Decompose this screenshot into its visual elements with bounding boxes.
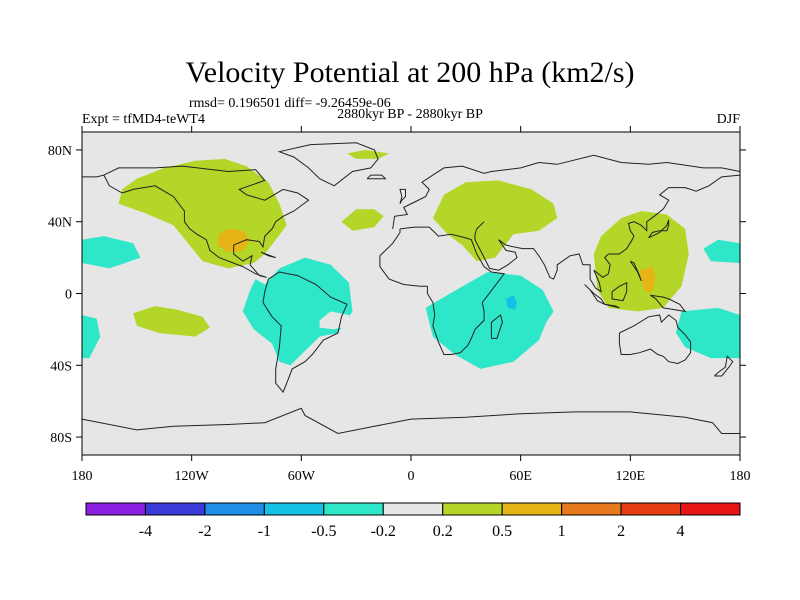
colorbar-box: [144, 502, 206, 516]
region-south-america-negative: [242, 257, 353, 366]
y-tick-label: 80N: [48, 144, 72, 159]
coastline-segment: [260, 251, 276, 259]
region-north-america-strong: [217, 228, 251, 253]
colorbar-label: 4: [677, 523, 685, 540]
x-tick-label: 60W: [288, 469, 316, 484]
y-axis: 80N 40N 0 40S 80S: [48, 144, 746, 446]
x-axis: 180 120W 60W 0 60E 120E 180: [72, 126, 751, 484]
colorbar-box: [263, 502, 325, 516]
x-tick-label: 0: [408, 469, 415, 484]
colorbar-label: 0.5: [492, 523, 512, 540]
coastline-segment: [629, 260, 642, 282]
colorbar-box: [204, 502, 265, 516]
coastlines: [81, 142, 741, 435]
season-label: DJF: [717, 112, 741, 127]
colorbar-box: [561, 502, 622, 516]
colorbar-box: [85, 502, 146, 516]
coastline-segment: [82, 174, 105, 178]
colorbar-box: [620, 502, 682, 516]
coastline-segment: [604, 303, 620, 309]
region-east-pacific-negative: [82, 236, 141, 269]
region-arctic-positive: [347, 149, 390, 159]
colorbar-label: -4: [139, 523, 152, 540]
colorbar-label: 0.2: [433, 523, 453, 540]
coastline-segment: [650, 294, 687, 313]
colorbar-label: -1: [258, 523, 271, 540]
coastline-segment: [474, 174, 741, 293]
y-tick-label: 40S: [50, 359, 72, 374]
coastline-segment: [648, 219, 670, 239]
colorbar-label: -2: [198, 523, 211, 540]
chart-title: Velocity Potential at 200 hPa (km2/s): [185, 56, 634, 89]
x-tick-label: 120W: [175, 469, 210, 484]
coastline-segment: [399, 188, 406, 205]
x-tick-label: 60E: [509, 469, 532, 484]
coastline-segment: [490, 314, 503, 339]
y-tick-label: 0: [65, 288, 72, 303]
region-dateline-east-negative: [703, 239, 740, 263]
colorbar-label: 2: [617, 523, 625, 540]
coastline-segment: [366, 174, 387, 180]
coastline-segment: [714, 355, 734, 377]
colorbar-box: [501, 502, 563, 516]
region-maritime-continent-positive: [593, 211, 689, 312]
region-australia-negative: [676, 307, 740, 359]
x-tick-label: 180: [730, 469, 751, 484]
coastline-segment: [379, 226, 506, 355]
y-tick-label: 40N: [48, 216, 72, 231]
region-maritime-continent-strong: [639, 266, 656, 292]
coastline-segment: [618, 314, 692, 365]
region-north-atlantic-positive: [341, 209, 384, 231]
y-tick-label: 80S: [50, 431, 72, 446]
period-label: 2880kyr BP - 2880kyr BP: [337, 107, 483, 122]
stats-label: rmsd= 0.196501 diff= -9.26459e-06: [189, 96, 391, 111]
map-panel: 180 120W 60W 0 60E 120E 180 80N 40N 0 40S 80S: [48, 126, 751, 484]
region-indian-ocean-negative: [425, 272, 554, 369]
colorbar-label: 1: [558, 523, 566, 540]
colorbar-box: [323, 502, 384, 516]
x-tick-label: 180: [72, 469, 93, 484]
region-dateline-west-negative: [82, 315, 101, 359]
colorbar-box: [382, 502, 444, 516]
coastline-segment: [103, 165, 310, 278]
experiment-label: Expt = tfMD4-teWT4: [82, 112, 205, 127]
coastline-segment: [262, 271, 348, 394]
colorbar-box: [442, 502, 503, 516]
region-eurasia-positive: [432, 180, 558, 262]
colorbar-box: [680, 502, 741, 516]
coastline-segment: [611, 281, 628, 302]
region-indian-ocean-strong-negative: [506, 295, 517, 310]
coastline-segment: [277, 142, 379, 187]
x-tick-label: 120E: [616, 469, 646, 484]
coastline-segment: [392, 154, 741, 229]
region-central-pacific-positive: [133, 306, 210, 337]
colorbar: -4 -2 -1 -0.5 -0.2 0.2 0.5 1 2 4: [85, 502, 741, 540]
colorbar-label: -0.5: [311, 523, 336, 540]
coastline-segment: [81, 407, 740, 435]
colorbar-label: -0.2: [371, 523, 396, 540]
